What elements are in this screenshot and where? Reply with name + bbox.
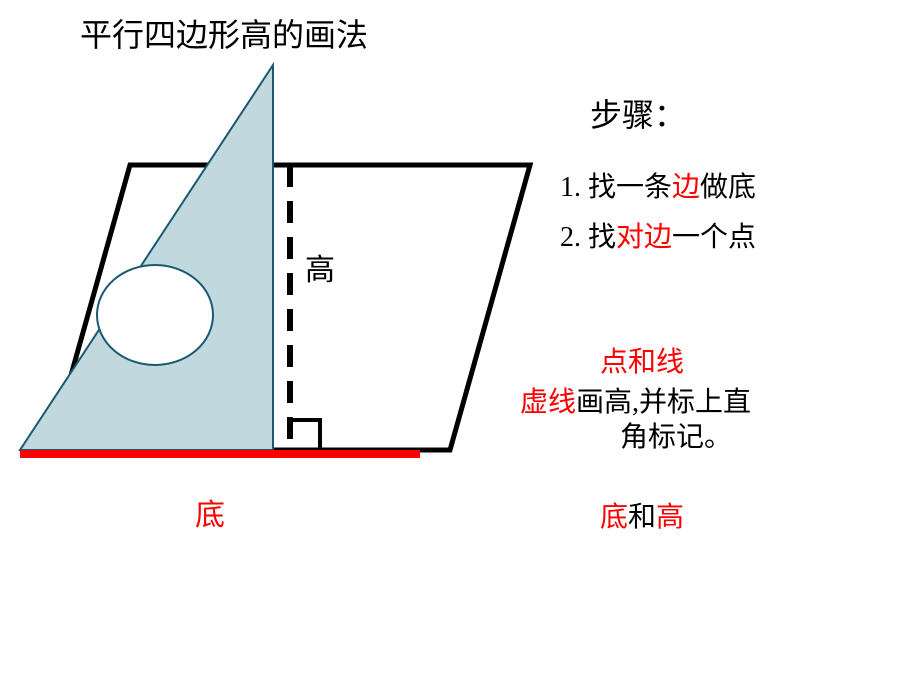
set-square-hole	[97, 265, 213, 365]
note-text: 角标记。	[620, 422, 732, 453]
note-3: 角标记。	[620, 415, 732, 455]
step-text: 对边	[616, 222, 672, 253]
step-text: 2. 找	[560, 222, 616, 253]
step-1: 1. 找一条边做底	[560, 165, 756, 205]
step-2: 2. 找对边一个点	[560, 215, 756, 255]
set-square-triangle	[20, 65, 273, 450]
note-text: 底	[600, 502, 628, 533]
height-label: 高	[305, 245, 335, 289]
step-text: 一个点	[672, 222, 756, 253]
page: 平行四边形高的画法 高 底 步骤： 1. 找一条边做底2. 找对边一个点 点和线…	[0, 0, 920, 690]
step-text: 做底	[700, 172, 756, 203]
step-text: 1. 找一条	[560, 172, 672, 203]
steps-heading: 步骤：	[590, 90, 686, 136]
note-text: 画高,并标上直	[576, 387, 751, 418]
note-2: 虚线画高,并标上直	[520, 380, 751, 420]
base-label: 底	[195, 490, 225, 534]
note-text: 高	[656, 502, 684, 533]
note-text: 点和线	[600, 347, 684, 378]
note-1: 点和线	[600, 340, 684, 380]
note-text: 和	[628, 502, 656, 533]
note-4: 底和高	[600, 495, 684, 535]
note-text: 虚线	[520, 387, 576, 418]
right-angle-mark	[290, 420, 320, 450]
diagram-stage	[0, 50, 560, 510]
step-text: 边	[672, 172, 700, 203]
